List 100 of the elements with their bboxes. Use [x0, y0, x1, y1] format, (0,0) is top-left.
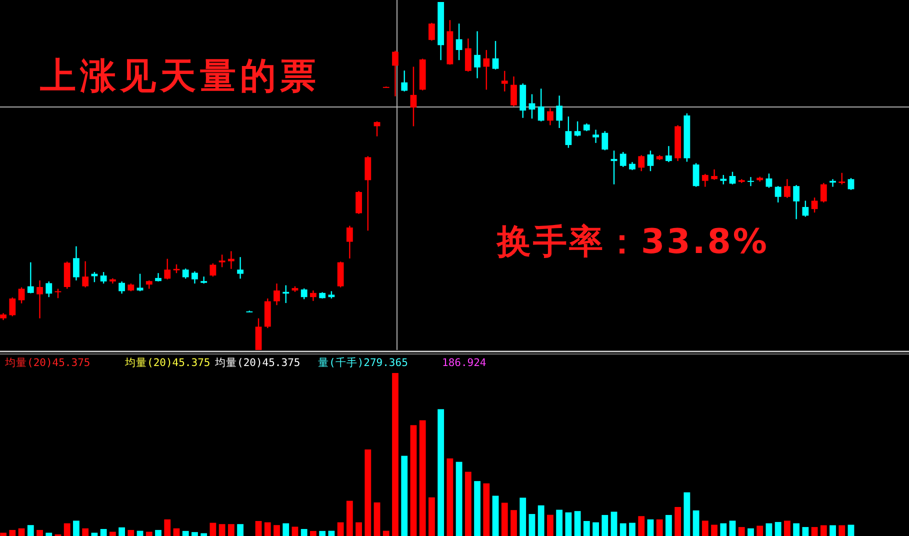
- candlestick: [492, 40, 499, 70]
- bar: [346, 500, 353, 536]
- candlestick: [538, 88, 544, 122]
- bar: [118, 527, 125, 536]
- candlestick: [802, 200, 809, 218]
- bar: [274, 525, 280, 536]
- bar: [602, 514, 608, 536]
- candlestick: [237, 256, 244, 280]
- candlestick: [647, 150, 654, 172]
- bar: [483, 483, 490, 536]
- bar: [319, 530, 326, 536]
- annotation: 换手率：33.8%: [496, 222, 769, 262]
- candlestick: [100, 271, 107, 284]
- bar: [784, 520, 790, 536]
- candlestick: [592, 129, 599, 144]
- candlestick: [547, 108, 554, 126]
- text: 上涨见天量的票: [40, 56, 320, 97]
- bar: [738, 527, 745, 536]
- candlestick: [118, 280, 125, 294]
- bar: [811, 527, 818, 536]
- candlestick: [748, 176, 754, 187]
- candlestick: [692, 162, 700, 188]
- bar: [610, 512, 618, 536]
- bar: [820, 525, 827, 536]
- bar: [136, 530, 144, 536]
- bar: [456, 462, 462, 536]
- candlestick: [46, 280, 52, 298]
- bar: [210, 522, 216, 536]
- bar: [774, 522, 782, 536]
- candlestick: [27, 262, 34, 294]
- bar: [583, 521, 590, 536]
- bar: [766, 523, 772, 536]
- bar: [182, 530, 189, 536]
- candlestick: [766, 172, 772, 188]
- candlestick: [364, 156, 372, 232]
- candlestick: [82, 260, 89, 288]
- bar: [620, 523, 626, 536]
- candlestick: [729, 171, 736, 185]
- candlestick: [784, 178, 790, 199]
- candlestick: [210, 262, 216, 278]
- bar: [838, 525, 846, 536]
- bar: [46, 532, 52, 536]
- candlestick: [374, 120, 380, 137]
- bar: [264, 522, 271, 536]
- candlestick: [218, 254, 226, 268]
- candlestick: [228, 250, 234, 270]
- bar: [0, 532, 6, 536]
- candlestick: [702, 173, 708, 188]
- text: 量(千手)279.365: [318, 356, 408, 369]
- bar: [647, 519, 654, 536]
- candlestick: [428, 22, 435, 42]
- bar: [592, 522, 599, 536]
- candlestick: [456, 22, 462, 61]
- bar: [674, 506, 682, 536]
- bar: [146, 532, 152, 536]
- bar: [656, 519, 663, 536]
- bar: [328, 530, 335, 536]
- candlestick: [838, 172, 846, 185]
- candlestick: [602, 130, 608, 151]
- candlestick: [274, 282, 280, 306]
- bar: [729, 520, 736, 536]
- bar: [692, 510, 700, 536]
- bar: [556, 510, 563, 536]
- candlestick: [774, 185, 782, 204]
- bar: [292, 526, 298, 536]
- text: 186.924: [442, 357, 486, 369]
- bar: [128, 530, 134, 536]
- candlestick: [793, 184, 800, 220]
- candlestick: [310, 290, 316, 302]
- bar: [720, 523, 727, 536]
- bar: [164, 519, 171, 536]
- bar: [192, 532, 198, 536]
- text: 均量(20)45.375: [124, 357, 210, 369]
- bar: [392, 373, 398, 536]
- candlestick: [666, 145, 672, 163]
- bar: [36, 530, 43, 536]
- candlestick: [73, 246, 80, 281]
- bar: [364, 449, 372, 536]
- bar: [401, 456, 408, 536]
- bar: [100, 528, 107, 536]
- bar: [438, 409, 444, 536]
- bar: [464, 472, 472, 536]
- candlestick: [811, 196, 818, 214]
- candlestick: [528, 94, 536, 120]
- candlestick: [638, 154, 645, 172]
- bar: [538, 505, 544, 536]
- candlestick: [255, 318, 262, 351]
- candlestick: [200, 276, 208, 284]
- bar: [666, 514, 672, 536]
- bar: [492, 496, 499, 536]
- candlestick: [36, 280, 43, 319]
- bar: [91, 532, 98, 536]
- bar: [756, 526, 764, 536]
- bar: [528, 514, 536, 536]
- candlestick: [720, 174, 727, 185]
- bar: [802, 527, 809, 536]
- bar: [155, 530, 162, 536]
- candlestick: [711, 168, 718, 180]
- bar: [82, 528, 89, 536]
- candlestick: [300, 288, 308, 300]
